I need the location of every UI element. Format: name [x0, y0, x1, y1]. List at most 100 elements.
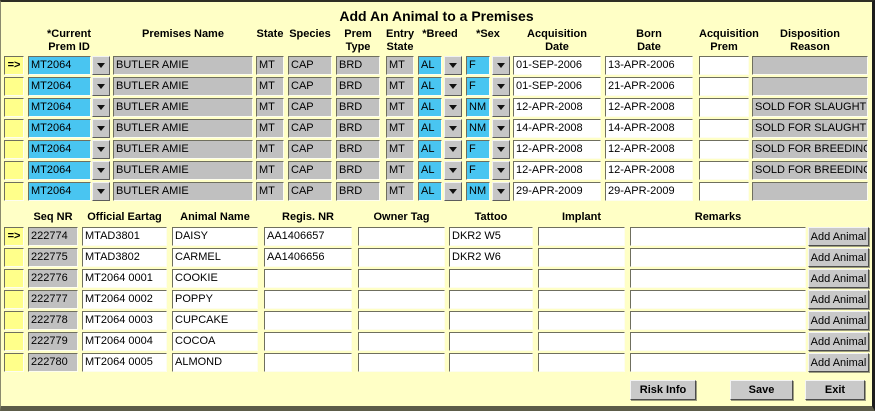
animal-name-field[interactable]: COOKIE: [172, 269, 258, 288]
official-eartag-field[interactable]: MTAD3801: [82, 227, 167, 246]
breed-dropdown-button[interactable]: [444, 119, 462, 138]
prem-id-field[interactable]: MT2064: [28, 140, 91, 159]
record-selector[interactable]: [4, 248, 24, 267]
acquisition-prem-field[interactable]: [699, 182, 749, 201]
add-animal-button[interactable]: Add Animal: [808, 353, 869, 372]
record-selector[interactable]: [4, 332, 24, 351]
record-selector[interactable]: [4, 98, 24, 117]
remarks-field[interactable]: [630, 332, 806, 351]
remarks-field[interactable]: [630, 290, 806, 309]
record-selector[interactable]: =>: [4, 227, 24, 246]
owner-tag-field[interactable]: [358, 248, 445, 267]
add-animal-button[interactable]: Add Animal: [808, 332, 869, 351]
regis-nr-field[interactable]: [264, 332, 352, 351]
implant-field[interactable]: [538, 332, 625, 351]
owner-tag-field[interactable]: [358, 353, 445, 372]
record-selector[interactable]: [4, 353, 24, 372]
implant-field[interactable]: [538, 269, 625, 288]
implant-field[interactable]: [538, 311, 625, 330]
breed-field[interactable]: AL: [418, 98, 442, 117]
acquisition-prem-field[interactable]: [699, 140, 749, 159]
prem-id-field[interactable]: MT2064: [28, 119, 91, 138]
add-animal-button[interactable]: Add Animal: [808, 290, 869, 309]
record-selector[interactable]: [4, 77, 24, 96]
sex-field[interactable]: F: [466, 140, 490, 159]
sex-field[interactable]: F: [466, 161, 490, 180]
acquisition-date-field[interactable]: 29-APR-2009: [513, 182, 601, 201]
breed-field[interactable]: AL: [418, 140, 442, 159]
breed-field[interactable]: AL: [418, 161, 442, 180]
tattoo-field[interactable]: DKR2 W5: [449, 227, 533, 246]
record-selector[interactable]: [4, 140, 24, 159]
add-animal-button[interactable]: Add Animal: [808, 311, 869, 330]
tattoo-field[interactable]: [449, 290, 533, 309]
risk-info-button[interactable]: Risk Info: [630, 380, 696, 400]
animal-name-field[interactable]: ALMOND: [172, 353, 258, 372]
sex-field[interactable]: F: [466, 77, 490, 96]
born-date-field[interactable]: 14-APR-2008: [605, 119, 693, 138]
owner-tag-field[interactable]: [358, 332, 445, 351]
tattoo-field[interactable]: [449, 269, 533, 288]
acquisition-prem-field[interactable]: [699, 77, 749, 96]
prem-id-dropdown-button[interactable]: [92, 119, 110, 138]
regis-nr-field[interactable]: [264, 311, 352, 330]
remarks-field[interactable]: [630, 269, 806, 288]
owner-tag-field[interactable]: [358, 290, 445, 309]
animal-name-field[interactable]: COCOA: [172, 332, 258, 351]
regis-nr-field[interactable]: [264, 353, 352, 372]
prem-id-field[interactable]: MT2064: [28, 77, 91, 96]
prem-id-dropdown-button[interactable]: [92, 77, 110, 96]
owner-tag-field[interactable]: [358, 227, 445, 246]
acquisition-date-field[interactable]: 12-APR-2008: [513, 140, 601, 159]
acquisition-prem-field[interactable]: [699, 56, 749, 75]
breed-field[interactable]: AL: [418, 77, 442, 96]
record-selector[interactable]: =>: [4, 56, 24, 75]
implant-field[interactable]: [538, 290, 625, 309]
prem-id-dropdown-button[interactable]: [92, 161, 110, 180]
regis-nr-field[interactable]: [264, 269, 352, 288]
born-date-field[interactable]: 13-APR-2006: [605, 56, 693, 75]
breed-field[interactable]: AL: [418, 119, 442, 138]
owner-tag-field[interactable]: [358, 311, 445, 330]
sex-dropdown-button[interactable]: [492, 77, 510, 96]
sex-dropdown-button[interactable]: [492, 98, 510, 117]
breed-dropdown-button[interactable]: [444, 56, 462, 75]
prem-id-field[interactable]: MT2064: [28, 56, 91, 75]
tattoo-field[interactable]: [449, 332, 533, 351]
sex-dropdown-button[interactable]: [492, 161, 510, 180]
breed-dropdown-button[interactable]: [444, 77, 462, 96]
breed-dropdown-button[interactable]: [444, 182, 462, 201]
tattoo-field[interactable]: [449, 353, 533, 372]
sex-dropdown-button[interactable]: [492, 56, 510, 75]
save-button[interactable]: Save: [730, 380, 793, 400]
remarks-field[interactable]: [630, 227, 806, 246]
prem-id-dropdown-button[interactable]: [92, 182, 110, 201]
implant-field[interactable]: [538, 248, 625, 267]
official-eartag-field[interactable]: MT2064 0002: [82, 290, 167, 309]
official-eartag-field[interactable]: MTAD3802: [82, 248, 167, 267]
breed-dropdown-button[interactable]: [444, 98, 462, 117]
acquisition-date-field[interactable]: 01-SEP-2006: [513, 77, 601, 96]
acquisition-prem-field[interactable]: [699, 161, 749, 180]
sex-dropdown-button[interactable]: [492, 119, 510, 138]
sex-field[interactable]: NM: [466, 98, 490, 117]
prem-id-field[interactable]: MT2064: [28, 98, 91, 117]
official-eartag-field[interactable]: MT2064 0005: [82, 353, 167, 372]
tattoo-field[interactable]: DKR2 W6: [449, 248, 533, 267]
exit-button[interactable]: Exit: [805, 380, 865, 400]
record-selector[interactable]: [4, 182, 24, 201]
record-selector[interactable]: [4, 290, 24, 309]
official-eartag-field[interactable]: MT2064 0001: [82, 269, 167, 288]
acquisition-prem-field[interactable]: [699, 119, 749, 138]
sex-dropdown-button[interactable]: [492, 140, 510, 159]
record-selector[interactable]: [4, 119, 24, 138]
implant-field[interactable]: [538, 353, 625, 372]
born-date-field[interactable]: 12-APR-2008: [605, 98, 693, 117]
breed-field[interactable]: AL: [418, 182, 442, 201]
remarks-field[interactable]: [630, 248, 806, 267]
sex-field[interactable]: NM: [466, 119, 490, 138]
record-selector[interactable]: [4, 161, 24, 180]
sex-dropdown-button[interactable]: [492, 182, 510, 201]
born-date-field[interactable]: 12-APR-2008: [605, 161, 693, 180]
sex-field[interactable]: F: [466, 56, 490, 75]
